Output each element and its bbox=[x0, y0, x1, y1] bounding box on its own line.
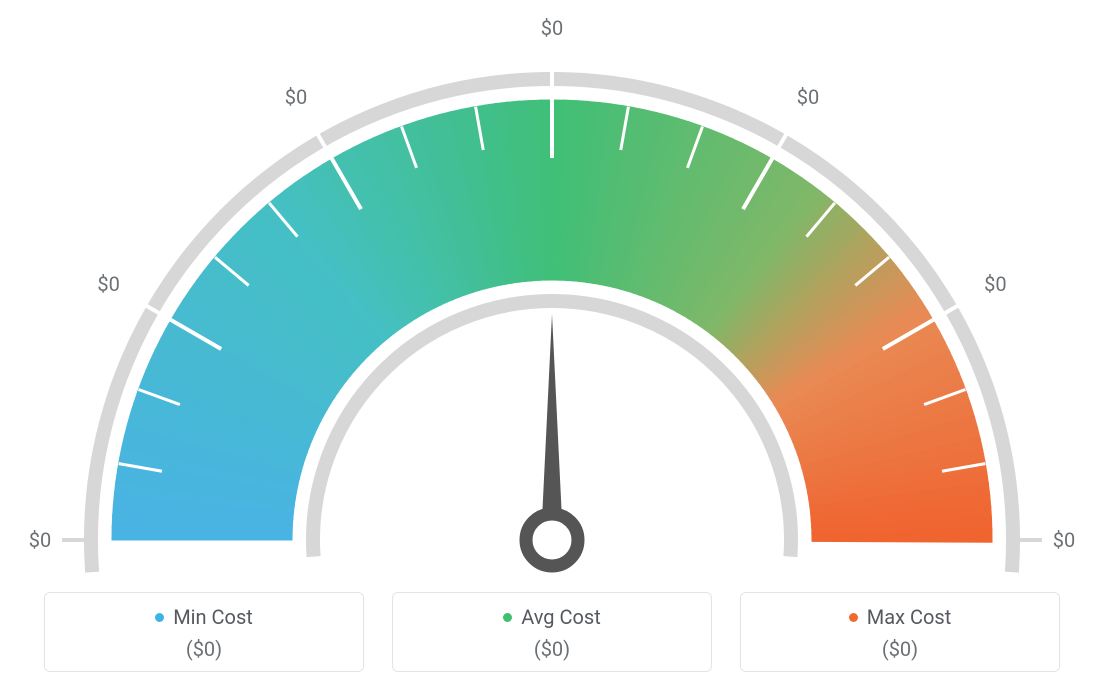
gauge-tick-label: $0 bbox=[285, 85, 307, 109]
legend-dot-min bbox=[155, 613, 164, 622]
legend-card-max: Max Cost ($0) bbox=[740, 592, 1060, 672]
legend-dot-max bbox=[849, 613, 858, 622]
legend-dot-avg bbox=[503, 613, 512, 622]
legend-label-max-text: Max Cost bbox=[867, 605, 952, 629]
legend-label-min-text: Min Cost bbox=[173, 605, 253, 629]
gauge-chart: $0 $0 $0 $0 $0 $0 $0 bbox=[32, 10, 1072, 580]
gauge-tick-label: $0 bbox=[984, 272, 1006, 296]
gauge-svg bbox=[32, 10, 1072, 580]
gauge-tick-label: $0 bbox=[1053, 528, 1075, 552]
gauge-tick-label: $0 bbox=[29, 528, 51, 552]
legend-label-avg-text: Avg Cost bbox=[521, 605, 601, 629]
legend-label-max: Max Cost bbox=[849, 605, 952, 629]
legend-value-max: ($0) bbox=[751, 637, 1049, 661]
legend-value-avg: ($0) bbox=[403, 637, 701, 661]
gauge-tick-label: $0 bbox=[541, 16, 563, 40]
legend-label-min: Min Cost bbox=[155, 605, 253, 629]
gauge-tick-label: $0 bbox=[97, 272, 119, 296]
gauge-tick-label: $0 bbox=[797, 85, 819, 109]
legend-card-avg: Avg Cost ($0) bbox=[392, 592, 712, 672]
legend-value-min: ($0) bbox=[55, 637, 353, 661]
legend-label-avg: Avg Cost bbox=[503, 605, 601, 629]
legend-card-min: Min Cost ($0) bbox=[44, 592, 364, 672]
legend-row: Min Cost ($0) Avg Cost ($0) Max Cost ($0… bbox=[0, 592, 1104, 672]
